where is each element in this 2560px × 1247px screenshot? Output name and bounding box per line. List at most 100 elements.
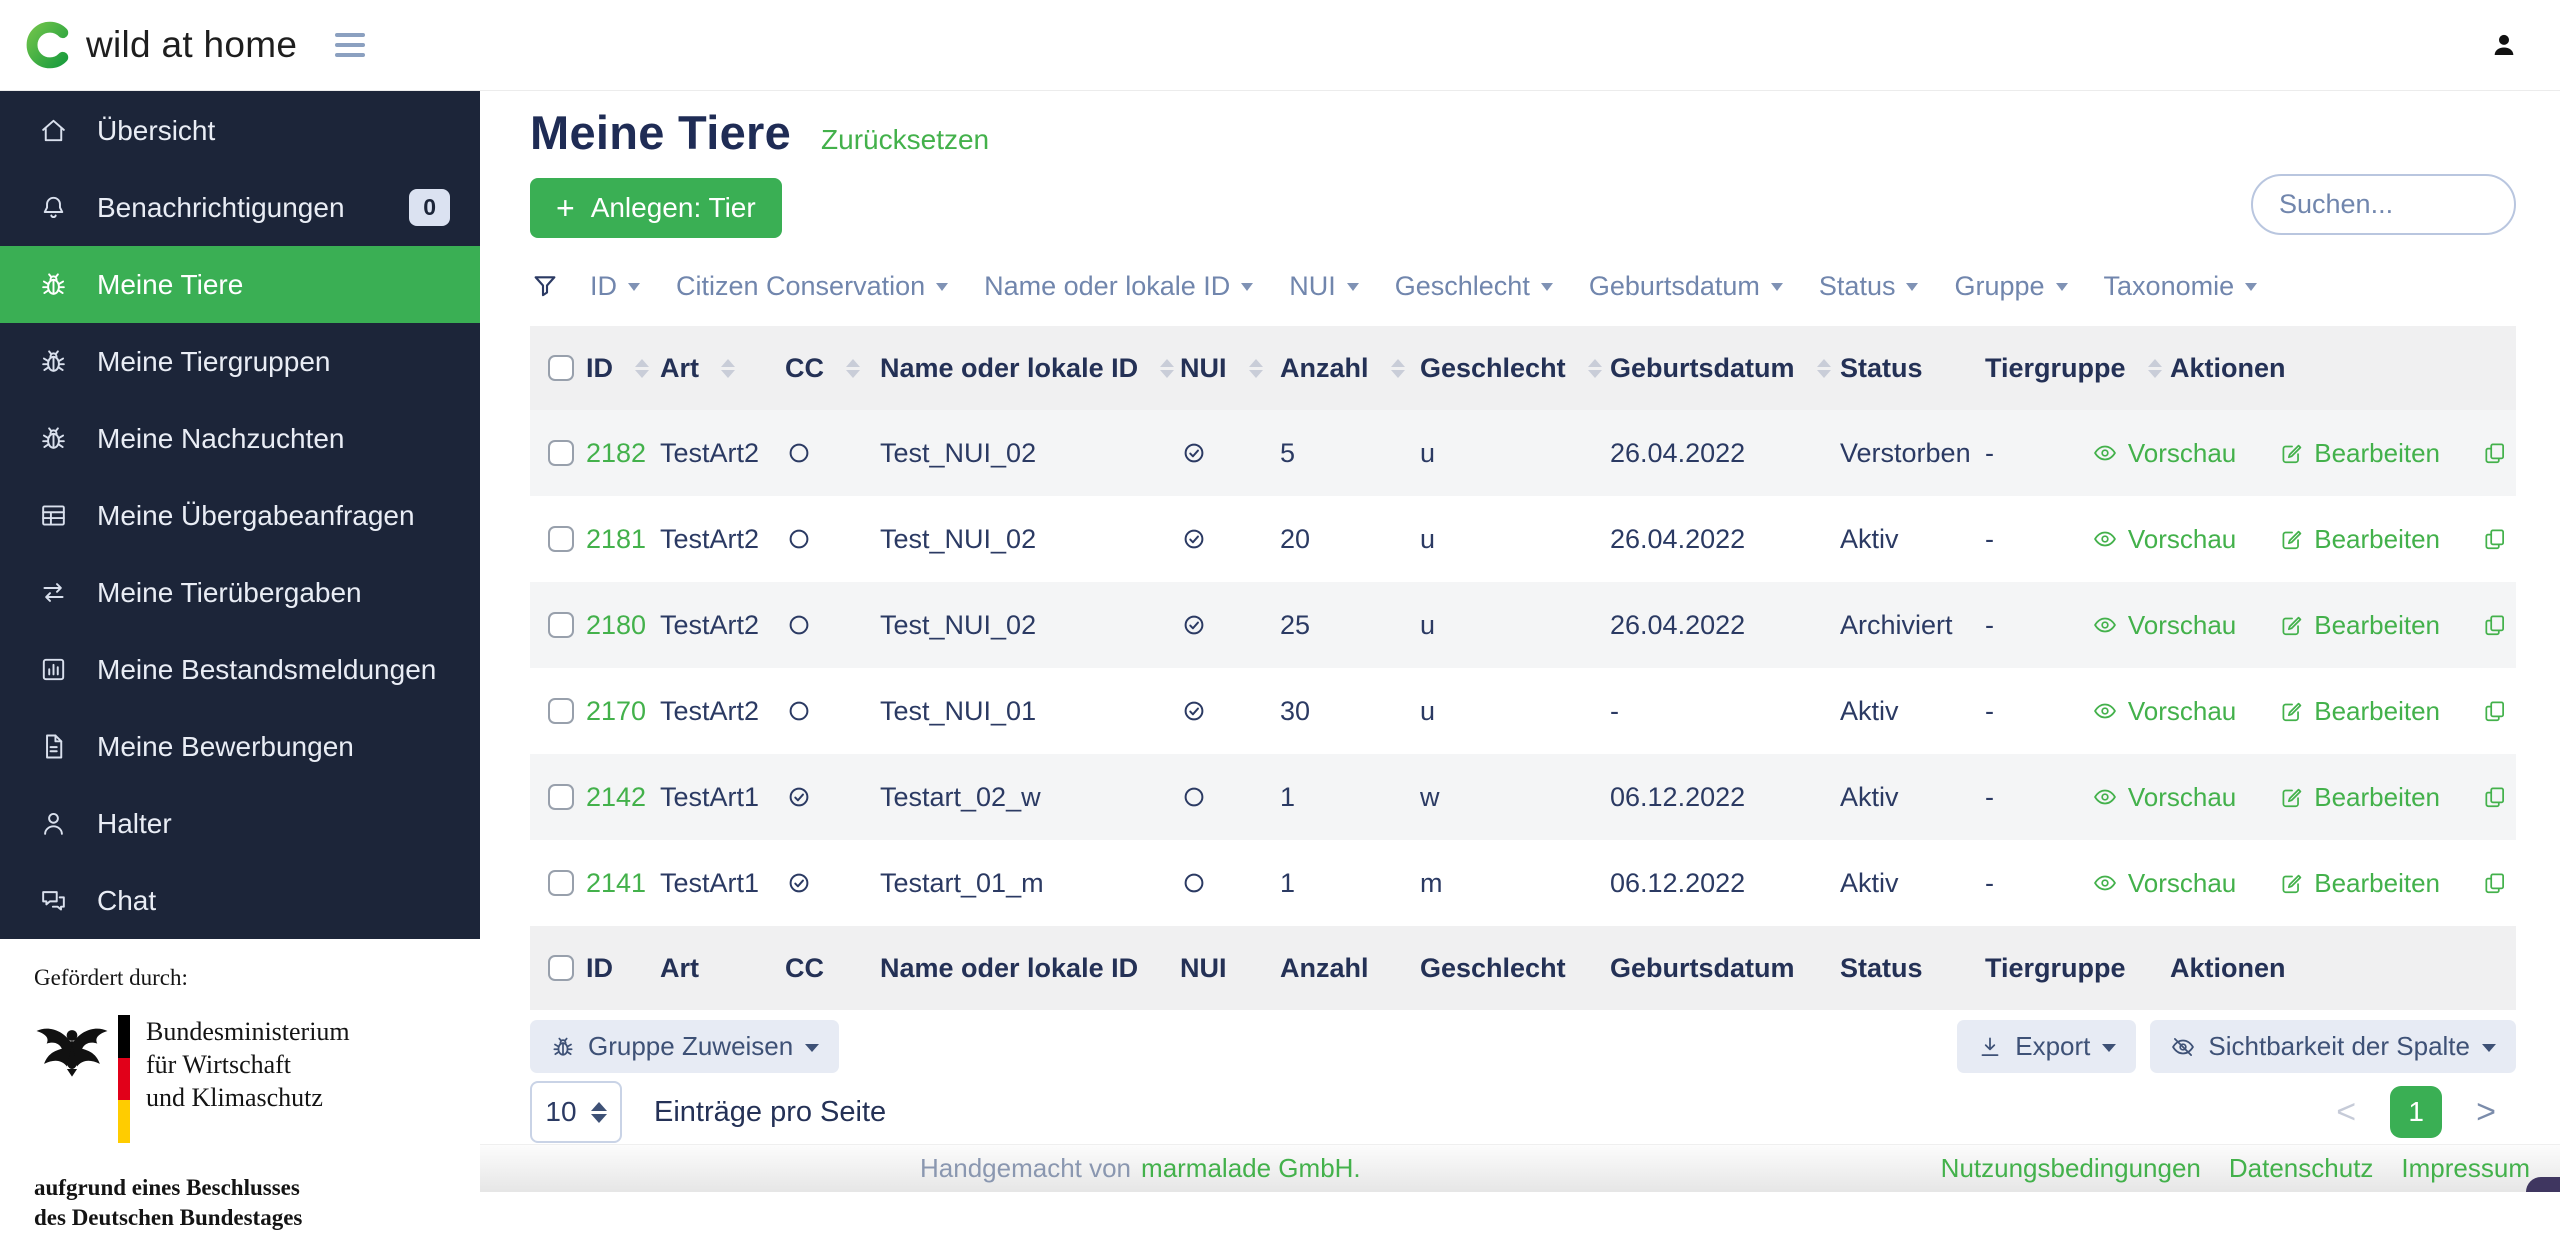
edit-link[interactable]: Bearbeiten [2278, 610, 2440, 641]
column-header-tiergruppe: Tiergruppe [1985, 953, 2170, 984]
edit-link[interactable]: Bearbeiten [2278, 524, 2440, 555]
column-header-nui[interactable]: NUI [1180, 353, 1280, 384]
column-header-id[interactable]: ID [530, 353, 660, 384]
edit-icon [2278, 612, 2304, 638]
select-all-checkbox[interactable] [548, 355, 574, 381]
reset-link[interactable]: Zurücksetzen [821, 124, 990, 155]
per-page-select[interactable]: 10 [530, 1081, 622, 1143]
column-visibility-button[interactable]: Sichtbarkeit der Spalte [2150, 1020, 2516, 1073]
filter-geschlecht[interactable]: Geschlecht [1395, 271, 1553, 302]
brand-logo[interactable]: wild at home [20, 16, 297, 74]
sidebar-item-meine-bewerbungen[interactable]: Meine Bewerbungen [0, 708, 480, 785]
row-checkbox[interactable] [548, 526, 574, 552]
column-header-geburtsdatum[interactable]: Geburtsdatum [1610, 353, 1840, 384]
per-page-value: 10 [545, 1096, 577, 1127]
row-checkbox[interactable] [548, 698, 574, 724]
animal-id-link[interactable]: 2182 [586, 437, 647, 468]
column-header-cc[interactable]: CC [785, 353, 880, 384]
search-input[interactable] [2251, 174, 2516, 235]
table-row: 2180 TestArt2 Test_NUI_02 25 u 26.04.2022 Arch… [530, 582, 2516, 668]
copy-button[interactable] [2482, 784, 2508, 810]
sidebar-item-meine-bestandsmeldungen[interactable]: Meine Bestandsmeldungen [0, 631, 480, 708]
pagination-current-page[interactable]: 1 [2390, 1086, 2443, 1138]
export-button[interactable]: Export [1957, 1020, 2137, 1073]
sidebar-item-meine-tiere[interactable]: Meine Tiere [0, 246, 480, 323]
column-header-tiergruppe[interactable]: Tiergruppe [1985, 353, 2170, 384]
animal-id-link[interactable]: 2170 [586, 695, 647, 726]
chat-widget-corner[interactable] [2526, 1177, 2560, 1192]
sidebar-item-halter[interactable]: Halter [0, 785, 480, 862]
marmalade-link[interactable]: marmalade GmbH. [1141, 1153, 1361, 1183]
sidebar: Übersicht Benachrichtigungen 0 Meine Tiere M… [0, 90, 480, 1247]
preview-link[interactable]: Vorschau [2092, 524, 2236, 555]
status-text: Aktiv [1840, 524, 1985, 555]
edit-link[interactable]: Bearbeiten [2278, 868, 2440, 899]
column-header-name-oder-lokale-id[interactable]: Name oder lokale ID [880, 353, 1180, 384]
cell-name-text: Testart_02_w [880, 781, 1041, 812]
filter-status[interactable]: Status [1819, 271, 1919, 302]
edit-icon [2278, 784, 2304, 810]
cell-tiergruppe-text: - [1985, 609, 1994, 640]
animal-id-link[interactable]: 2181 [586, 523, 647, 554]
preview-link[interactable]: Vorschau [2092, 782, 2236, 813]
cell-nui [1180, 611, 1280, 639]
copy-button[interactable] [2482, 526, 2508, 552]
pagination-prev-button[interactable]: < [2330, 1092, 2362, 1133]
sidebar-item-chat[interactable]: Chat [0, 862, 480, 939]
preview-link[interactable]: Vorschau [2092, 610, 2236, 641]
filter-nui[interactable]: NUI [1289, 271, 1359, 302]
column-header-geschlecht[interactable]: Geschlecht [1420, 353, 1610, 384]
account-icon[interactable] [2490, 31, 2518, 59]
copy-button[interactable] [2482, 612, 2508, 638]
edit-link[interactable]: Bearbeiten [2278, 438, 2440, 469]
column-header-status: Status [1840, 953, 1985, 984]
footer-link-impressum[interactable]: Impressum [2401, 1153, 2530, 1183]
copy-button[interactable] [2482, 440, 2508, 466]
preview-link[interactable]: Vorschau [2092, 868, 2236, 899]
footer-link-datenschutz[interactable]: Datenschutz [2228, 1153, 2374, 1183]
menu-toggle-icon[interactable] [329, 27, 371, 63]
animal-id-link[interactable]: 2142 [586, 781, 647, 812]
sidebar-item-meine-tier-bergaben[interactable]: Meine Tierübergaben [0, 554, 480, 631]
sidebar-item-meine-nachzuchten[interactable]: Meine Nachzuchten [0, 400, 480, 477]
row-checkbox[interactable] [548, 784, 574, 810]
edit-link[interactable]: Bearbeiten [2278, 696, 2440, 727]
pagination-next-button[interactable]: > [2470, 1092, 2502, 1133]
filter-geburtsdatum[interactable]: Geburtsdatum [1589, 271, 1783, 302]
row-checkbox[interactable] [548, 870, 574, 896]
bug-icon [38, 269, 69, 300]
filter-name-oder-lokale-id[interactable]: Name oder lokale ID [984, 271, 1254, 302]
create-animal-button[interactable]: + Anlegen: Tier [530, 178, 782, 238]
animal-id-link[interactable]: 2180 [586, 609, 647, 640]
filter-label: Geschlecht [1394, 270, 1530, 301]
cell-geschlecht-text: u [1420, 437, 1436, 468]
animal-id-link[interactable]: 2141 [586, 867, 647, 898]
filter-taxonomie[interactable]: Taxonomie [2104, 271, 2258, 302]
column-header-art[interactable]: Art [660, 353, 785, 384]
row-checkbox[interactable] [548, 612, 574, 638]
check-circle-icon [1180, 697, 1208, 725]
column-label: CC [785, 352, 824, 383]
column-header-anzahl[interactable]: Anzahl [1280, 353, 1420, 384]
preview-link[interactable]: Vorschau [2092, 438, 2236, 469]
copy-button[interactable] [2482, 698, 2508, 724]
filter-id[interactable]: ID [590, 271, 640, 302]
select-all-checkbox[interactable] [548, 955, 574, 981]
sort-icon [1587, 358, 1602, 378]
assign-group-button[interactable]: Gruppe Zuweisen [530, 1020, 840, 1073]
copy-button[interactable] [2482, 870, 2508, 896]
sidebar-item-bersicht[interactable]: Übersicht [0, 92, 480, 169]
circle-icon [785, 611, 813, 639]
preview-link[interactable]: Vorschau [2092, 696, 2236, 727]
cell-name: Testart_02_w [880, 782, 1180, 813]
row-checkbox[interactable] [548, 440, 574, 466]
edit-icon [2278, 440, 2304, 466]
sidebar-item-meine-bergabeanfragen[interactable]: Meine Übergabeanfragen [0, 477, 480, 554]
edit-link[interactable]: Bearbeiten [2278, 782, 2440, 813]
filter-gruppe[interactable]: Gruppe [1954, 271, 2068, 302]
filter-citizen-conservation[interactable]: Citizen Conservation [676, 271, 949, 302]
sidebar-item-benachrichtigungen[interactable]: Benachrichtigungen 0 [0, 169, 480, 246]
sidebar-item-label: Meine Nachzuchten [97, 422, 345, 454]
sidebar-item-meine-tiergruppen[interactable]: Meine Tiergruppen [0, 323, 480, 400]
footer-link-nutzungsbedingungen[interactable]: Nutzungsbedingungen [1940, 1153, 2201, 1183]
